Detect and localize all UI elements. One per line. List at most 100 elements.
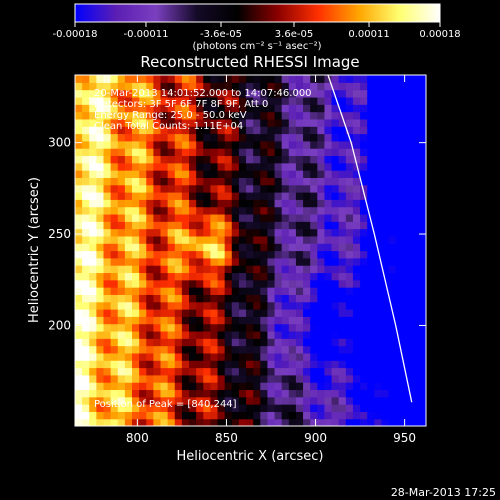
heatmap-cell	[174, 148, 183, 157]
heatmap-cell	[203, 199, 212, 208]
heatmap-cell	[417, 360, 425, 369]
heatmap-cell	[181, 170, 190, 178]
heatmap-cell	[274, 396, 283, 405]
heatmap-cell	[338, 323, 347, 332]
heatmap-cell	[117, 265, 126, 274]
heatmap-cell	[310, 96, 318, 105]
heatmap-cell	[238, 243, 247, 252]
heatmap-cell	[124, 104, 133, 113]
heatmap-cell	[274, 418, 283, 426]
heatmap-cell	[75, 75, 83, 83]
heatmap-cell	[417, 272, 425, 281]
heatmap-cell	[174, 75, 183, 83]
heatmap-cell	[345, 213, 354, 222]
heatmap-cell	[345, 352, 354, 361]
heatmap-cell	[388, 192, 397, 200]
heatmap-cell	[288, 323, 297, 332]
heatmap-cell	[160, 382, 169, 391]
heatmap-cell	[281, 287, 290, 295]
heatmap-cell	[295, 360, 304, 369]
heatmap-cell	[260, 96, 269, 105]
heatmap-cell	[224, 389, 233, 398]
heatmap-cell	[310, 243, 318, 252]
heatmap-cell	[424, 199, 426, 208]
heatmap-cell	[153, 404, 162, 412]
heatmap-cell	[231, 382, 240, 391]
heatmap-cell	[417, 294, 425, 303]
heatmap-cell	[210, 382, 219, 391]
heatmap-cell	[82, 126, 90, 135]
heatmap-cell	[189, 228, 197, 237]
heatmap-cell	[160, 228, 169, 237]
heatmap-cell	[360, 235, 368, 244]
heatmap-cell	[189, 170, 197, 178]
heatmap-cell	[295, 235, 304, 244]
heatmap-cell	[317, 396, 326, 405]
heatmap-cell	[374, 360, 383, 369]
heatmap-cell	[352, 411, 361, 420]
heatmap-cell	[317, 345, 326, 354]
heatmap-cell	[267, 389, 276, 398]
heatmap-cell	[174, 382, 183, 391]
heatmap-cell	[146, 177, 154, 186]
heatmap-cell	[374, 287, 383, 295]
heatmap-cell	[75, 111, 83, 120]
heatmap-cell	[381, 104, 390, 113]
heatmap-cell	[167, 352, 176, 361]
heatmap-cell	[110, 330, 119, 339]
heatmap-cell	[160, 140, 169, 149]
heatmap-cell	[324, 382, 333, 391]
heatmap-cell	[246, 177, 254, 186]
heatmap-cell	[146, 148, 154, 157]
heatmap-cell	[374, 338, 383, 347]
heatmap-cell	[388, 250, 397, 259]
heatmap-cell	[424, 250, 426, 259]
heatmap-cell	[217, 184, 226, 193]
heatmap-cell	[345, 374, 354, 383]
heatmap-cell	[260, 206, 269, 215]
heatmap-cell	[231, 228, 240, 237]
heatmap-cell	[324, 126, 333, 135]
heatmap-cell	[345, 250, 354, 259]
heatmap-cell	[381, 389, 390, 398]
heatmap-cell	[274, 265, 283, 274]
heatmap-cell	[153, 75, 162, 83]
heatmap-cell	[388, 228, 397, 237]
heatmap-cell	[124, 118, 133, 127]
heatmap-cell	[409, 228, 418, 237]
heatmap-cell	[345, 316, 354, 325]
heatmap-cell	[267, 177, 276, 186]
heatmap-cell	[260, 133, 269, 142]
heatmap-cell	[331, 243, 340, 252]
heatmap-cell	[395, 126, 404, 135]
heatmap-cell	[324, 279, 333, 288]
heatmap-cell	[174, 199, 183, 208]
heatmap-cell	[267, 265, 276, 274]
heatmap-cell	[260, 170, 269, 178]
heatmap-cell	[103, 257, 112, 266]
heatmap-cell	[331, 272, 340, 281]
heatmap-cell	[274, 221, 283, 230]
heatmap-cell	[174, 367, 183, 376]
heatmap-cell	[317, 374, 326, 383]
heatmap-cell	[217, 352, 226, 361]
heatmap-cell	[139, 184, 147, 193]
heatmap-cell	[110, 170, 119, 178]
heatmap-cell	[189, 294, 197, 303]
heatmap-cell	[388, 389, 397, 398]
heatmap-cell	[267, 184, 276, 193]
heatmap-cell	[402, 199, 411, 208]
heatmap-cell	[224, 411, 233, 420]
heatmap-cell	[295, 389, 304, 398]
heatmap-cell	[388, 411, 397, 420]
heatmap-cell	[89, 389, 97, 398]
heatmap-cell	[189, 316, 197, 325]
heatmap-cell	[310, 126, 318, 135]
heatmap-cell	[139, 75, 147, 83]
heatmap-cell	[417, 367, 425, 376]
heatmap-cell	[281, 162, 290, 171]
heatmap-cell	[424, 118, 426, 127]
heatmap-cell	[388, 338, 397, 347]
heatmap-cell	[238, 235, 247, 244]
heatmap-cell	[139, 382, 147, 391]
